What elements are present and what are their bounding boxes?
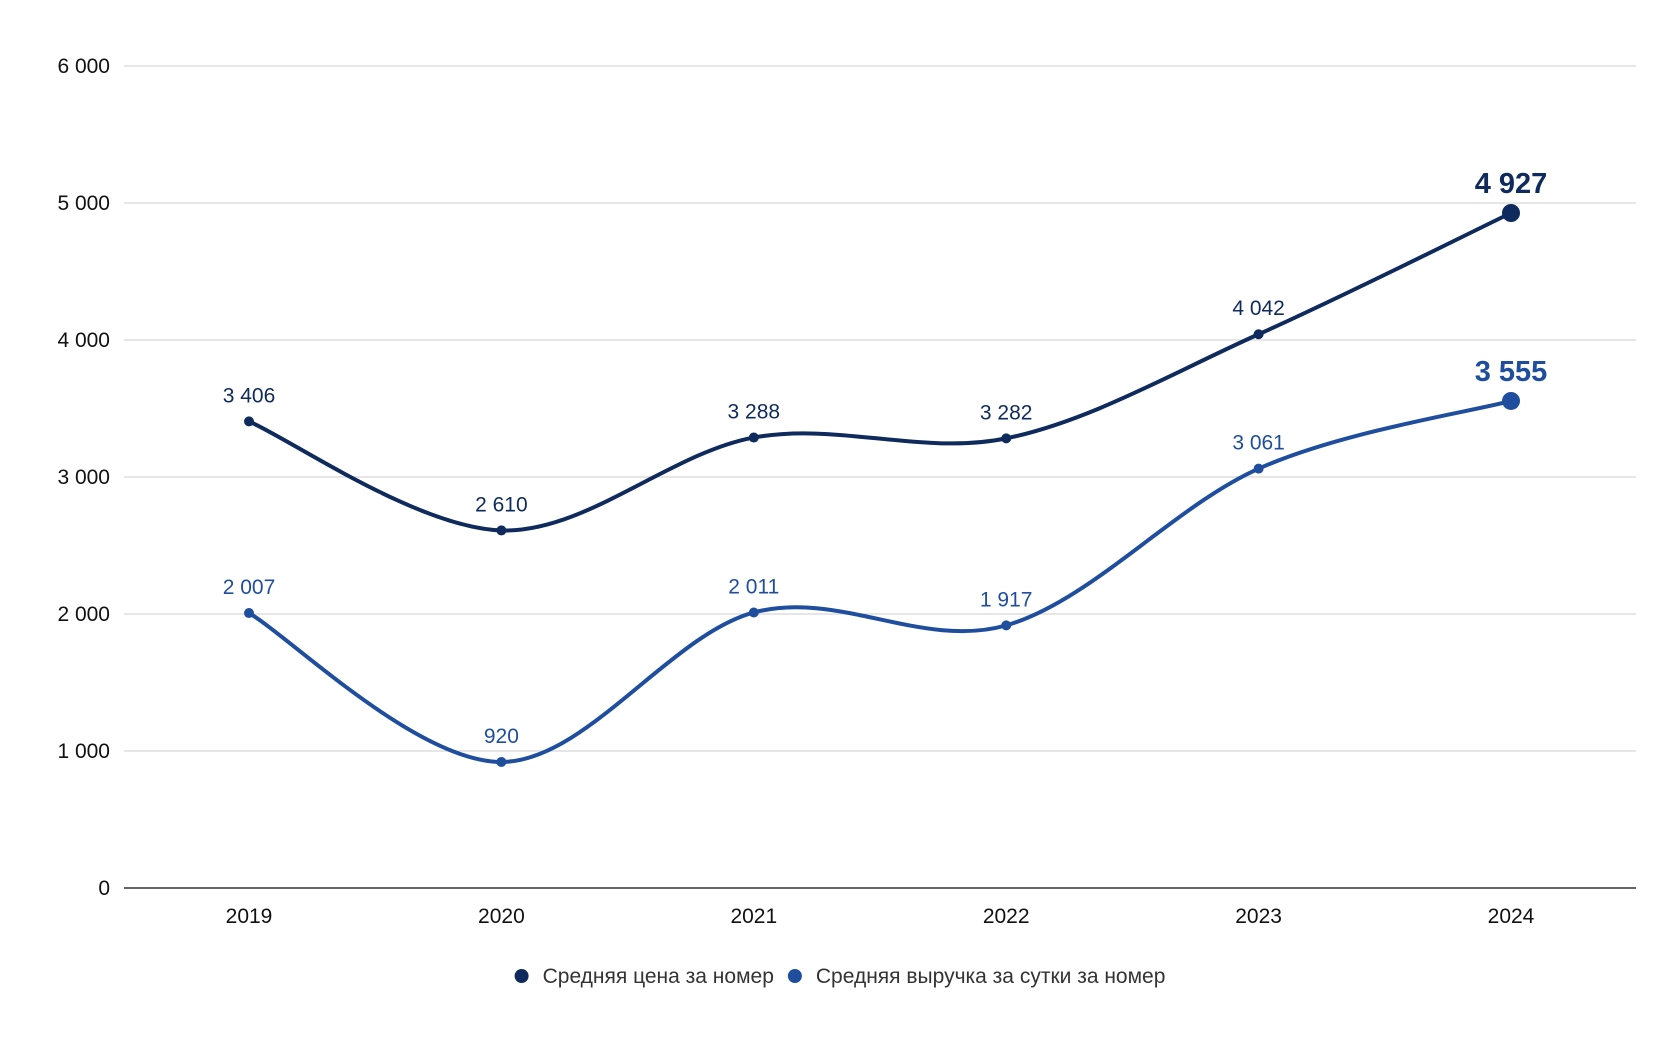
x-tick-label: 2022 <box>983 905 1030 928</box>
gridlines <box>124 65 1636 752</box>
series-line-1 <box>247 211 1513 533</box>
x-tick-label: 2020 <box>478 905 525 928</box>
series-2-data-label: 2 007 <box>223 576 276 599</box>
series-2-data-label: 920 <box>484 725 519 748</box>
legend: Средняя цена за номер Средняя выручка за … <box>514 965 1166 988</box>
series-1-data-label: 3 288 <box>728 401 781 424</box>
x-tick-label: 2019 <box>226 905 273 928</box>
series-2-point <box>496 756 507 767</box>
series-2-data-label: 1 917 <box>980 588 1033 611</box>
series-1-data-label: 2 610 <box>475 493 528 516</box>
legend-marker-1 <box>514 969 529 983</box>
series-2-point <box>1502 391 1520 410</box>
series-lines <box>244 204 1520 767</box>
legend-label-1: Средняя цена за номер <box>543 965 774 988</box>
series-1-data-label: 4 927 <box>1475 168 1548 200</box>
series-1-data-label: 3 406 <box>223 384 276 407</box>
y-tick-label: 1 000 <box>57 740 110 763</box>
series-2-point <box>1001 620 1012 631</box>
series-2-data-label: 2 011 <box>728 575 779 598</box>
series-1-point <box>748 432 759 443</box>
series-2-data-label: 3 555 <box>1475 356 1548 388</box>
series-1-point <box>1502 204 1520 223</box>
data-labels: 3 406 2 610 3 288 3 282 4 042 4 927 2 007 920 2 … <box>223 168 1548 748</box>
series-2-data-label: 3 061 <box>1232 432 1285 455</box>
legend-label-2: Средняя выручка за сутки за номер <box>816 965 1166 988</box>
x-tick-label: 2024 <box>1488 905 1535 928</box>
y-tick-label: 2 000 <box>57 603 110 626</box>
series-1-point <box>1253 329 1264 340</box>
axes: 0 1 000 2 000 3 000 4 000 5 000 6 000 2019 2020 2… <box>57 55 1636 928</box>
x-tick-label: 2023 <box>1235 905 1282 928</box>
series-2-point <box>1253 463 1264 474</box>
y-tick-label: 6 000 <box>57 55 110 78</box>
y-tick-label: 4 000 <box>57 329 110 352</box>
series-1-data-label: 4 042 <box>1232 297 1285 320</box>
y-tick-label: 3 000 <box>57 466 110 489</box>
legend-marker-2 <box>787 969 802 983</box>
series-1-point <box>244 416 254 427</box>
y-tick-label: 5 000 <box>57 192 110 215</box>
series-2-point <box>244 608 254 619</box>
x-tick-label: 2021 <box>730 905 777 928</box>
series-1-point <box>1001 433 1012 444</box>
y-tick-label: 0 <box>98 877 110 900</box>
series-1-data-label: 3 282 <box>980 401 1033 424</box>
series-1-point <box>496 525 507 536</box>
series-2-point <box>748 607 759 618</box>
series-line-2 <box>247 398 1513 764</box>
